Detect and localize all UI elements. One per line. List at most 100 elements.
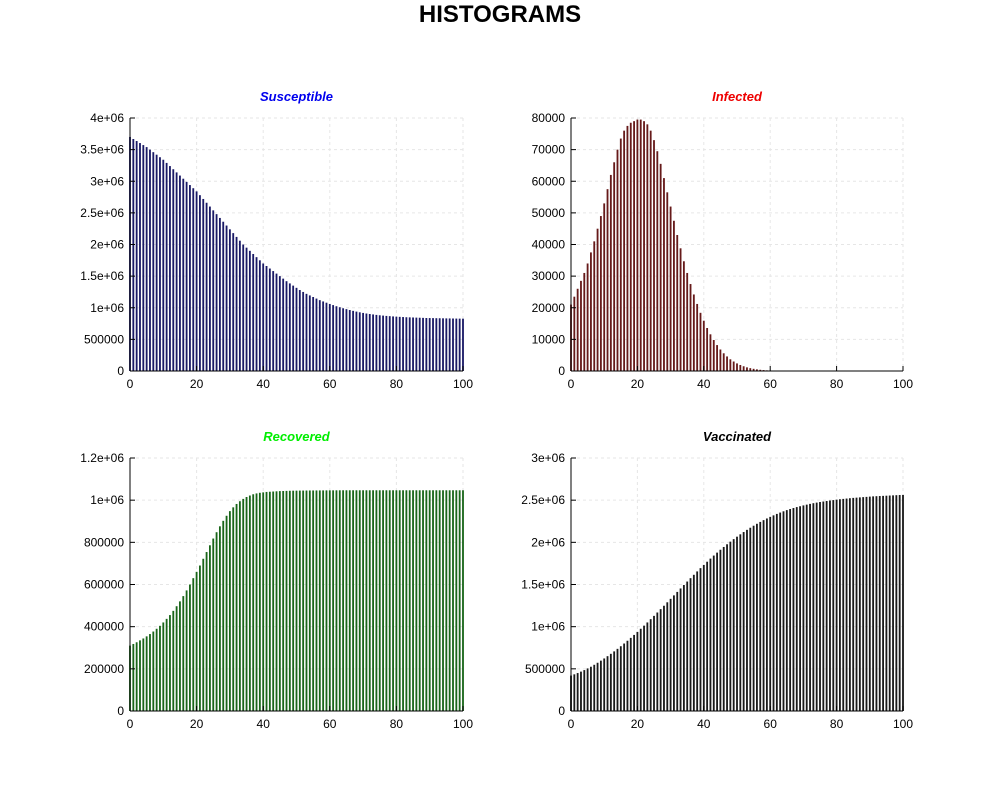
- susceptible-bar: [162, 159, 165, 371]
- vaccinated-bar: [815, 502, 818, 711]
- vaccinated-bar: [782, 511, 785, 711]
- susceptible-bar: [192, 188, 195, 371]
- susceptible-bar: [278, 276, 281, 372]
- recovered-bar: [435, 490, 438, 711]
- vaccinated-bar: [702, 564, 705, 711]
- vaccinated-bar: [573, 674, 576, 711]
- vaccinated-bar: [599, 660, 602, 711]
- vaccinated-x-tick-label: 80: [830, 717, 844, 731]
- susceptible-bar: [412, 317, 414, 371]
- susceptible-bar: [365, 313, 368, 371]
- susceptible-bar: [325, 302, 328, 371]
- infected-bar: [616, 149, 619, 372]
- vaccinated-bar: [785, 510, 788, 711]
- recovered-bar: [248, 495, 251, 711]
- susceptible-bar: [372, 314, 374, 371]
- recovered-bar: [255, 493, 258, 711]
- vaccinated-bar: [842, 498, 845, 711]
- vaccinated-bar: [692, 574, 695, 711]
- vaccinated-bar: [865, 496, 868, 711]
- susceptible-bar: [405, 317, 408, 371]
- recovered-x-tick-label: 0: [127, 717, 134, 731]
- recovered-bar: [295, 490, 298, 711]
- infected-bar: [593, 241, 596, 371]
- susceptible-bar: [292, 285, 295, 371]
- infected-bar: [599, 216, 602, 371]
- recovered-bar: [179, 601, 181, 711]
- vaccinated-bar: [825, 501, 828, 711]
- recovered-bar: [172, 610, 175, 711]
- vaccinated-bar: [686, 581, 689, 711]
- recovered-panel-title: Recovered: [263, 429, 331, 444]
- recovered-bar: [232, 507, 235, 711]
- vaccinated-bar: [679, 588, 682, 711]
- vaccinated-bar: [633, 634, 635, 711]
- vaccinated-bar: [799, 506, 801, 711]
- susceptible-bar: [318, 300, 321, 371]
- recovered-bar: [162, 622, 165, 711]
- recovered-bar: [338, 490, 341, 711]
- recovered-bar: [205, 552, 208, 711]
- recovered-bar: [335, 490, 338, 711]
- susceptible-bar: [368, 314, 371, 371]
- susceptible-y-tick-label: 3.5e+06: [80, 143, 124, 157]
- vaccinated-bar: [682, 585, 685, 711]
- vaccinated-bar: [789, 509, 792, 711]
- recovered-bar: [452, 490, 454, 711]
- vaccinated-bar: [762, 520, 765, 711]
- recovered-bar: [458, 490, 461, 711]
- susceptible-bar: [385, 315, 388, 371]
- vaccinated-bar: [895, 495, 898, 711]
- susceptible-bar: [139, 143, 141, 371]
- recovered-bar: [302, 490, 305, 711]
- recovered-bar: [139, 640, 141, 711]
- susceptible-bar: [455, 318, 458, 371]
- vaccinated-x-tick-label: 0: [568, 717, 575, 731]
- recovered-bar: [408, 490, 411, 711]
- susceptible-bar: [322, 301, 325, 371]
- vaccinated-bar: [719, 549, 722, 711]
- recovered-bar: [382, 490, 384, 711]
- recovered-bar: [285, 490, 288, 711]
- susceptible-bar: [209, 206, 211, 371]
- recovered-bar: [312, 490, 315, 711]
- vaccinated-bar: [742, 532, 745, 711]
- susceptible-bar: [142, 145, 145, 371]
- infected-bar: [596, 228, 599, 371]
- recovered-bar: [292, 490, 295, 711]
- recovered-bar: [149, 634, 151, 711]
- infected-bar: [573, 296, 576, 371]
- vaccinated-bar: [795, 507, 798, 711]
- vaccinated-bar: [802, 505, 805, 711]
- recovered-bar: [412, 490, 414, 711]
- susceptible-bar: [298, 290, 301, 371]
- infected-bar: [666, 192, 669, 371]
- susceptible-x-tick-label: 60: [323, 377, 337, 391]
- recovered-bar: [455, 490, 458, 711]
- infected-bar: [699, 312, 702, 371]
- infected-bar: [736, 363, 738, 371]
- recovered-bar: [365, 490, 368, 711]
- recovered-bar: [275, 491, 278, 711]
- infected-bar: [719, 349, 722, 371]
- vaccinated-bar: [892, 495, 894, 711]
- infected-bar: [742, 366, 745, 371]
- infected-bar: [706, 327, 709, 371]
- recovered-bar: [282, 491, 285, 711]
- vaccinated-bar: [639, 628, 642, 711]
- recovered-bar: [189, 584, 191, 711]
- vaccinated-y-tick-label: 0: [558, 704, 565, 718]
- recovered-bar: [145, 636, 148, 711]
- susceptible-bar: [228, 229, 231, 371]
- recovered-bar: [405, 490, 408, 711]
- susceptible-bar: [135, 141, 138, 371]
- recovered-y-tick-label: 1.2e+06: [80, 451, 124, 465]
- infected-x-tick-label: 20: [631, 377, 645, 391]
- recovered-bar: [159, 625, 161, 711]
- infected-y-tick-label: 30000: [532, 269, 566, 283]
- recovered-bar: [305, 490, 308, 711]
- vaccinated-bar: [586, 668, 589, 711]
- infected-bar: [609, 174, 612, 371]
- vaccinated-bar: [862, 497, 865, 711]
- vaccinated-bar: [699, 568, 702, 711]
